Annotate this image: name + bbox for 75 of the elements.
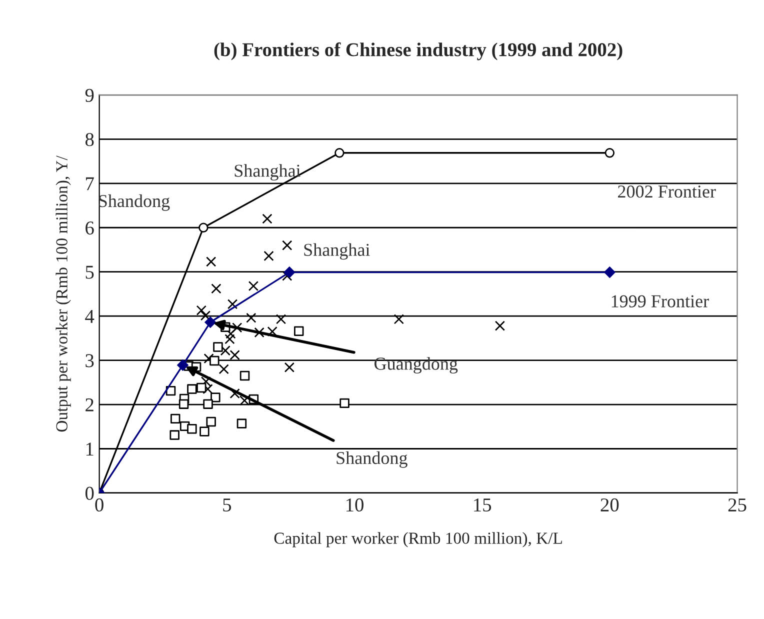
point <box>340 398 350 408</box>
x-tick-label: 5 <box>223 498 232 512</box>
point <box>284 362 295 372</box>
x-tick-label: 0 <box>95 498 104 512</box>
point <box>198 222 208 232</box>
point <box>267 326 278 337</box>
annotation: 1999 Frontier <box>612 295 709 308</box>
point <box>239 395 250 406</box>
y-axis-title: Output per worker (Rmb 100 million), Y/ <box>56 156 71 432</box>
point <box>187 384 197 394</box>
point <box>232 322 242 333</box>
point <box>262 214 272 224</box>
chart-title: (b) Frontiers of Chinese industry (1999 and 2002) <box>214 42 622 60</box>
point <box>276 314 286 324</box>
point <box>204 353 214 364</box>
y-tick-label: 1 <box>86 442 94 456</box>
point <box>196 305 206 316</box>
point <box>226 328 236 339</box>
y-tick-label: 3 <box>86 354 94 368</box>
point <box>240 370 250 381</box>
y-tick-label: 9 <box>85 88 94 102</box>
y-tick-label: 0 <box>85 486 94 500</box>
annotation: Guangdong <box>374 357 458 374</box>
y-tick-label: 7 <box>86 177 94 190</box>
point <box>204 316 216 328</box>
point <box>210 392 220 402</box>
annotation: 2002 Frontier <box>618 186 716 198</box>
point <box>178 399 189 409</box>
point <box>282 240 292 250</box>
y-tick-label: 8 <box>85 132 94 146</box>
point <box>200 310 211 321</box>
annotation: Shanghai <box>234 164 300 181</box>
point <box>200 426 210 436</box>
point <box>264 250 274 262</box>
point <box>294 326 304 336</box>
point <box>220 345 230 356</box>
point <box>206 416 216 427</box>
point <box>170 430 180 440</box>
point <box>604 266 616 278</box>
x-tick-label: 25 <box>728 498 746 512</box>
y-tick-label: 4 <box>85 310 94 323</box>
point <box>196 382 206 393</box>
point <box>230 350 240 360</box>
point <box>218 364 229 374</box>
y-tick-label: 2 <box>86 398 94 412</box>
x-tick-label: 20 <box>600 498 619 512</box>
x-tick-label: 15 <box>474 498 492 512</box>
y-tick-label: 6 <box>86 221 94 235</box>
point <box>227 299 238 310</box>
annotation: Shanghai <box>304 243 370 260</box>
point <box>211 284 222 294</box>
point <box>202 384 213 394</box>
point <box>200 376 212 387</box>
y-tick-label: 5 <box>86 266 94 279</box>
point <box>248 280 259 292</box>
point <box>284 266 296 278</box>
point <box>246 312 256 323</box>
point <box>213 342 223 352</box>
x-axis-title: Capital per worker (Rmb 100 million), K/L <box>274 532 562 548</box>
point <box>236 418 247 428</box>
point <box>394 314 404 324</box>
point <box>230 388 240 399</box>
annotation: Shandong <box>336 451 408 468</box>
x-tick-label: 10 <box>346 498 364 512</box>
point <box>187 424 197 434</box>
point <box>254 327 264 338</box>
point <box>224 334 235 344</box>
point <box>206 256 216 267</box>
point <box>604 148 615 158</box>
point <box>334 148 344 158</box>
point <box>210 356 220 366</box>
point <box>494 320 506 331</box>
point <box>170 414 180 424</box>
point <box>177 360 188 371</box>
point <box>203 399 213 409</box>
